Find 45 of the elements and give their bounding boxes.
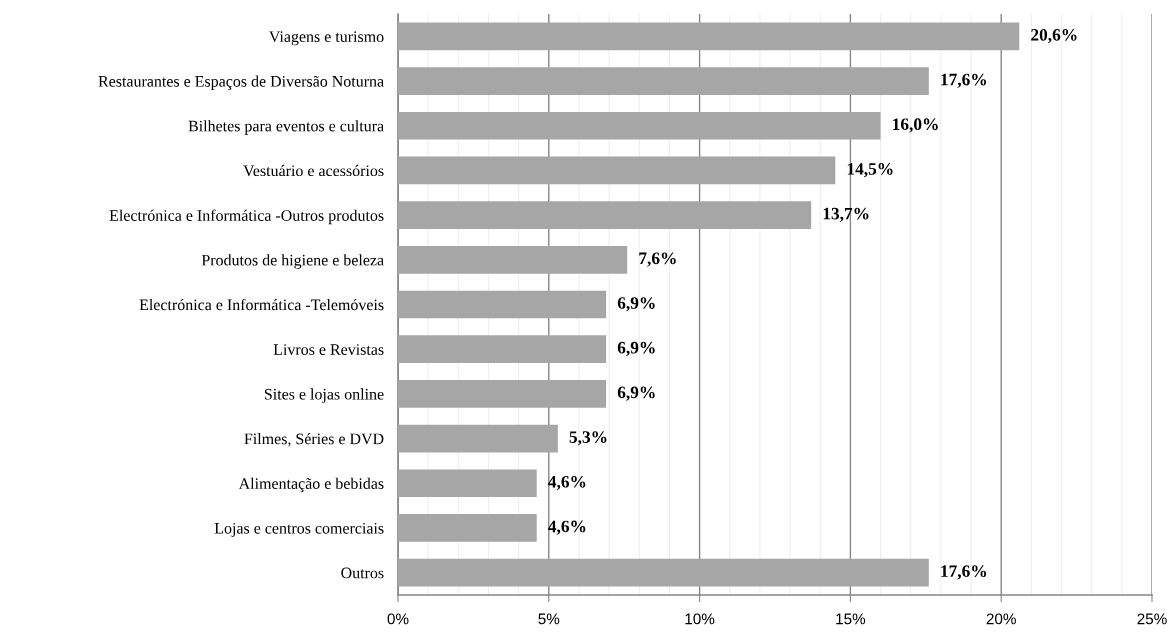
bar bbox=[398, 469, 537, 498]
data-label: 6,9% bbox=[617, 386, 655, 401]
data-label: 17,6% bbox=[941, 73, 987, 88]
bar bbox=[398, 67, 929, 95]
bar bbox=[398, 424, 558, 453]
y-tick-label: Lojas e centros comerciais bbox=[214, 522, 384, 537]
y-tick-label: Viagens e turismo bbox=[269, 31, 384, 46]
bar bbox=[398, 156, 836, 185]
y-tick-label: Electrónica e Informática -Outros produtos bbox=[109, 209, 384, 225]
bar bbox=[398, 201, 812, 229]
bar bbox=[398, 290, 607, 319]
data-label: 7,6% bbox=[639, 252, 676, 267]
bar bbox=[398, 245, 628, 274]
x-tick-label: 20% bbox=[986, 613, 1016, 625]
data-label: 6,9% bbox=[617, 341, 655, 357]
bar bbox=[398, 514, 537, 542]
bar bbox=[398, 335, 607, 364]
data-label: 5,3% bbox=[569, 431, 607, 446]
data-label: 16,0% bbox=[893, 118, 938, 133]
data-label: 13,7% bbox=[823, 207, 869, 222]
y-tick-label: Filmes, Séries e DVD bbox=[244, 433, 384, 447]
y-tick-label: Vestuário e acessórios bbox=[243, 164, 384, 177]
bar bbox=[398, 111, 881, 140]
y-tick-label: Restaurantes e Espaços de Diversão Noturna bbox=[98, 75, 384, 90]
y-tick-label: Outros bbox=[341, 567, 384, 579]
data-label: 20,6% bbox=[1031, 28, 1077, 44]
data-label: 4,6% bbox=[548, 475, 586, 491]
bar bbox=[398, 22, 1020, 51]
data-label: 14,5% bbox=[847, 163, 893, 178]
x-tick-label: 25% bbox=[1137, 613, 1167, 625]
bar bbox=[398, 558, 929, 587]
data-label: 4,6% bbox=[548, 520, 586, 535]
y-tick-label: Livros e Revistas bbox=[273, 344, 384, 355]
x-tick-label: 15% bbox=[836, 613, 866, 625]
bar bbox=[398, 380, 607, 408]
x-tick-label: 10% bbox=[685, 613, 715, 625]
data-label: 17,6% bbox=[941, 565, 987, 580]
x-tick-label: 5% bbox=[538, 613, 560, 625]
x-tick-label: 0% bbox=[387, 613, 409, 625]
y-tick-label: Alimentação e bebidas bbox=[238, 477, 384, 493]
y-tick-label: Sites e lojas online bbox=[264, 388, 384, 403]
data-label: 6,9% bbox=[617, 297, 655, 312]
y-tick-label: Produtos de higiene e beleza bbox=[201, 254, 384, 269]
y-tick-label: Electrónica e Informática -Telemóveis bbox=[139, 298, 384, 311]
y-tick-label: Bilhetes para eventos e cultura bbox=[188, 120, 384, 135]
